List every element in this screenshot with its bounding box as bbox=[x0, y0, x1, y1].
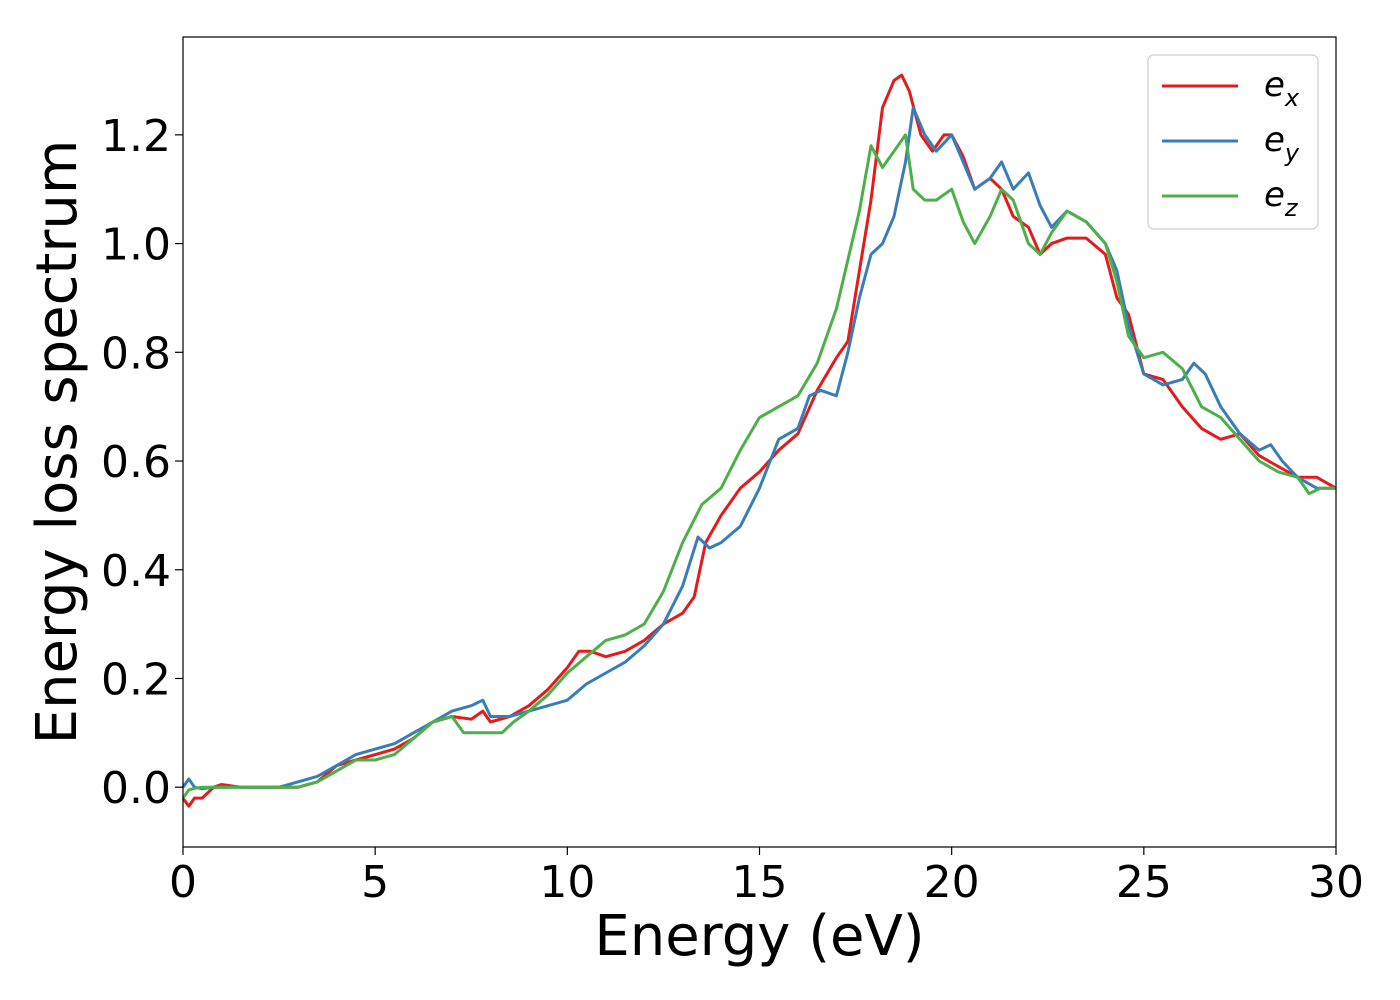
y-axis-title: Energy loss spectrum bbox=[25, 140, 90, 745]
x-tick-label: 25 bbox=[1116, 857, 1172, 908]
series-line-e-x bbox=[181, 73, 1337, 808]
y-tick-label: 0.0 bbox=[101, 763, 171, 814]
series-layer bbox=[181, 73, 1337, 808]
legend-label-y: ey bbox=[1264, 120, 1300, 167]
plot-background bbox=[183, 37, 1336, 847]
y-tick-label: 0.4 bbox=[101, 546, 171, 597]
y-tick-label: 1.0 bbox=[101, 220, 171, 271]
x-tick-label: 30 bbox=[1308, 857, 1364, 908]
y-tick-label: 0.6 bbox=[101, 437, 171, 488]
x-tick-label: 10 bbox=[539, 857, 595, 908]
legend-label-x: ex bbox=[1264, 65, 1300, 112]
x-tick-label: 5 bbox=[361, 857, 389, 908]
series-line-e-z bbox=[181, 133, 1336, 799]
x-axis-title: Energy (eV) bbox=[594, 904, 924, 969]
y-tick-label: 0.2 bbox=[101, 654, 171, 705]
y-axis-ticks: 0.0 0.2 0.4 0.6 0.8 1.0 1.2 bbox=[101, 111, 183, 814]
legend: ex ey ez bbox=[1147, 54, 1319, 230]
x-axis-ticks: 0 5 10 15 20 25 30 bbox=[169, 847, 1364, 908]
y-tick-label: 0.8 bbox=[101, 328, 171, 379]
x-tick-label: 15 bbox=[732, 857, 788, 908]
y-tick-label: 1.2 bbox=[101, 111, 171, 162]
x-tick-label: 20 bbox=[924, 857, 980, 908]
legend-label-z: ez bbox=[1264, 175, 1299, 222]
x-tick-label: 0 bbox=[169, 857, 197, 908]
